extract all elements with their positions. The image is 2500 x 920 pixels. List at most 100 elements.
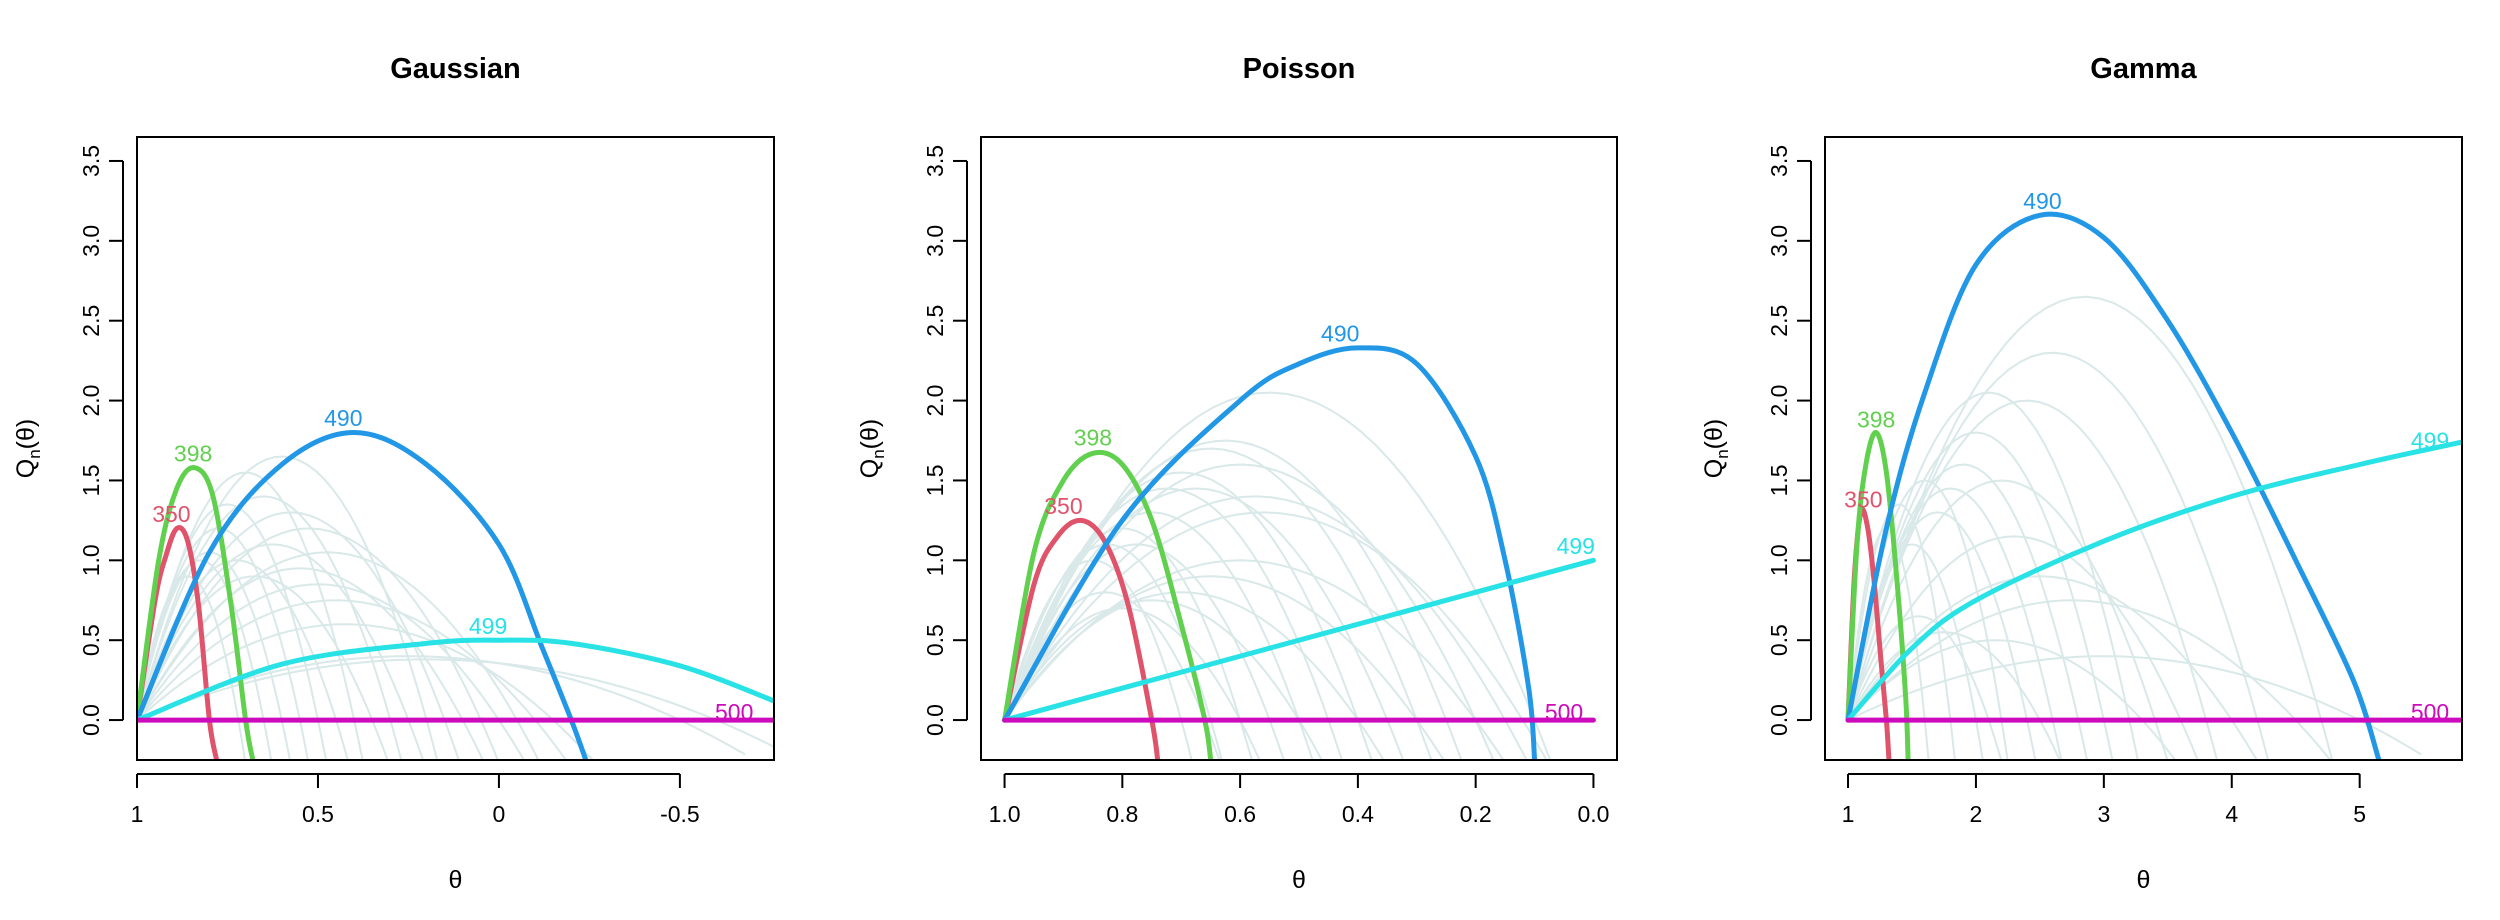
y-tick-label: 3.5 [78,145,104,177]
y-tick-label: 3.0 [922,225,948,257]
y-tick-label: 0.5 [1766,624,1792,656]
y-tick-label: 1.0 [1766,544,1792,576]
y-tick-label: 0.0 [78,704,104,736]
y-tick-label: 2.0 [78,385,104,417]
series-label-350: 350 [1044,493,1082,519]
background-curve [137,511,460,760]
y-tick-label: 3.5 [922,145,948,177]
y-tick-label: 3.5 [1766,145,1792,177]
series-label-398: 398 [1074,424,1112,450]
x-tick-label: 0.6 [1224,801,1256,827]
background-curve [137,551,291,760]
background-curve [137,623,595,760]
background-curve [137,495,403,760]
y-tick-label: 1.5 [78,464,104,496]
y-tick-label: 1.0 [922,544,948,576]
x-tick-label: 5 [2353,801,2366,827]
background-curve [1847,391,2139,760]
series-label-350: 350 [1844,487,1882,513]
x-tick-label: 2 [1970,801,1983,827]
x-tick-label: 0.8 [1106,801,1138,827]
x-axis: 1.0 0.8 0.6 0.4 0.2 0.0 [989,773,1609,827]
background-curve [1003,527,1253,760]
y-axis-label: Qn(θ) [12,419,44,478]
background-curve [1003,471,1373,760]
background-curve [1847,479,2009,760]
background-curve [137,583,525,760]
background-curve [1847,599,2332,760]
y-tick-label: 2.5 [922,305,948,337]
plot-frame [980,136,1618,761]
plot-frame [136,136,775,761]
series-line-499 [137,637,774,723]
background-curves [1847,295,2422,760]
series-label-398: 398 [1857,407,1895,433]
background-curve [137,527,499,760]
y-tick-label: 1.5 [922,464,948,496]
series-label-490: 490 [2023,188,2061,214]
x-tick-label: 1 [131,801,144,827]
x-tick-label: 1 [1842,801,1855,827]
background-curve [1847,615,2003,760]
chart-title: Gamma [2090,53,2197,85]
x-axis-label: θ [1292,866,1306,894]
x-tick-label: -0.5 [660,801,700,827]
series-line-499 [1002,557,1596,723]
x-tick-label: 1.0 [989,801,1021,827]
background-curve [1847,479,2169,760]
series-label-398: 398 [174,440,212,466]
y-axis-label: Qn(θ) [856,419,888,478]
series-line-490 [1002,345,1538,760]
y-tick-label: 1.5 [1766,464,1792,496]
background-curve [1003,391,1552,760]
chart-title: Poisson [1243,53,1356,85]
background-curve [137,567,485,760]
background-curve [1003,591,1221,760]
series-line-398 [137,465,256,760]
x-tick-label: 0.4 [1342,801,1374,827]
y-axis-label: Qn(θ) [1700,419,1732,478]
background-curve [1847,655,2422,756]
y-tick-label: 0.0 [1766,704,1792,736]
y-axis: 0.0 0.5 1.0 1.5 2.0 2.5 3.0 3.5 [1766,145,1812,736]
series-label-499: 499 [1557,533,1595,559]
background-curve [1003,495,1528,760]
background-curve [137,551,540,760]
background-curve [1847,351,2270,760]
background-curve [1003,599,1323,760]
panel-poisson: Poisson 350 398 490 499 500 1.0 0.8 0.6 0.4 0.2 0.0… [856,53,1618,894]
y-tick-label: 2.0 [922,385,948,417]
series-label-490: 490 [1321,320,1359,346]
background-curve [137,599,568,760]
y-tick-label: 2.5 [1766,305,1792,337]
series-label-500: 500 [2411,699,2449,725]
panel-gamma: Gamma 350 398 490 499 500 1 2 3 4 5 θ 0.0 0.5 1.0 1.5 2.… [1700,53,2463,894]
background-curve [1003,591,1385,760]
x-axis: 1 2 3 4 5 [1842,773,2366,827]
series-line-490 [1845,211,2382,760]
series-line-350 [1002,517,1161,760]
y-tick-label: 1.0 [78,544,104,576]
x-tick-label: 0.0 [1577,801,1609,827]
chart-title: Gaussian [390,53,521,85]
x-axis: 1 0.5 0 -0.5 [131,773,700,827]
y-tick-label: 0.0 [922,704,948,736]
series-line-490 [137,429,589,760]
background-curve [137,543,425,760]
x-axis-label: θ [2137,866,2151,894]
series-label-350: 350 [152,501,190,527]
background-curve [137,471,364,760]
y-tick-label: 3.0 [78,225,104,257]
background-curve [137,658,774,748]
series-label-500: 500 [1545,699,1583,725]
background-curve [1847,295,2334,760]
y-tick-label: 3.0 [1766,225,1792,257]
series-label-499: 499 [469,613,507,639]
series-line-398 [1002,449,1214,760]
y-tick-label: 2.0 [1766,385,1792,417]
x-tick-label: 0.5 [302,801,334,827]
y-tick-label: 0.5 [922,624,948,656]
series-label-500: 500 [715,699,753,725]
